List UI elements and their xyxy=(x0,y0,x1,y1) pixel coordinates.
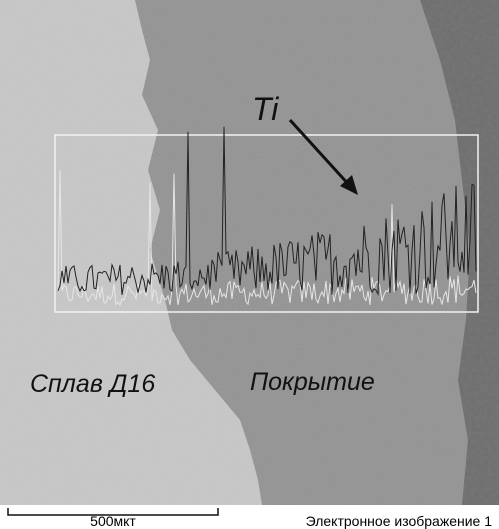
substrate-label: Сплав Д16 xyxy=(30,370,155,398)
caption: Электронное изображение 1 xyxy=(306,513,493,529)
element-label: Ti xyxy=(252,91,279,127)
micrograph: Ti Сплав Д16 Покрытие xyxy=(0,0,499,505)
arrow-shaft xyxy=(288,118,352,188)
scale-label: 500мкт xyxy=(90,513,136,529)
scan-box xyxy=(54,134,479,313)
scan-trace xyxy=(57,126,477,296)
line-scan xyxy=(57,126,477,307)
scan-trace xyxy=(57,169,477,307)
grain-texture xyxy=(0,0,499,505)
arrow-head xyxy=(340,175,358,195)
coating-label: Покрытие xyxy=(250,368,375,396)
edge-texture xyxy=(420,0,499,505)
footer: 500мкт Электронное изображение 1 xyxy=(7,508,493,529)
scale-bar xyxy=(7,508,219,516)
